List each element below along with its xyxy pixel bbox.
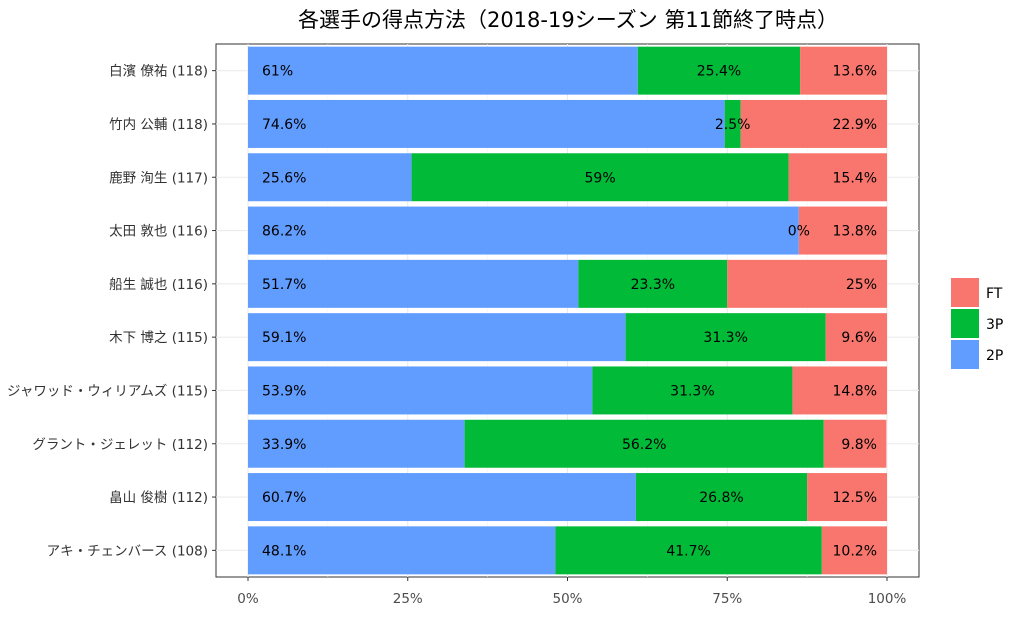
x-tick-label: 50% [552, 591, 582, 607]
y-tick-label: アキ・チェンバース (108) [47, 543, 208, 559]
chart-title: 各選手の得点方法（2018-19シーズン 第11節終了時点） [298, 8, 838, 32]
bar-3p [637, 46, 801, 95]
bar-2p [248, 46, 638, 95]
data-label-ft: 12.5% [833, 490, 877, 506]
data-label-2p: 86.2% [262, 224, 306, 240]
data-label-2p: 74.6% [262, 117, 306, 133]
legend-label-2p: 2P [986, 348, 1003, 364]
y-tick-label: 畠山 俊樹 (112) [109, 489, 208, 506]
bar-2p [248, 473, 636, 522]
y-tick-label: 白濱 僚祐 (118) [109, 64, 208, 80]
data-label-ft: 9.6% [841, 330, 877, 346]
bar-ft [825, 313, 887, 362]
legend-key-3p [951, 309, 979, 338]
x-tick-label: 0% [237, 591, 259, 607]
data-label-ft: 22.9% [833, 117, 877, 133]
bar-2p [248, 526, 556, 575]
data-label-3p: 23.3% [631, 277, 675, 293]
bar-2p [248, 259, 579, 308]
legend-label-ft: FT [986, 286, 1003, 302]
data-label-ft: 13.8% [833, 224, 877, 240]
y-tick-label: 鹿野 洵生 (117) [109, 169, 208, 186]
y-tick-label: 船生 誠也 (116) [109, 277, 208, 293]
y-tick-label: 太田 敦也 (116) [109, 224, 208, 240]
data-label-2p: 51.7% [262, 277, 306, 293]
bar-ft [798, 206, 887, 255]
bar-3p [592, 366, 793, 415]
data-label-ft: 9.8% [841, 437, 877, 453]
data-label-2p: 53.9% [262, 383, 306, 399]
y-tick-label: 木下 博之 (115) [109, 329, 208, 346]
data-label-ft: 15.4% [833, 170, 877, 186]
bar-ft [788, 153, 887, 202]
x-tick-label: 25% [393, 591, 423, 607]
data-label-ft: 13.6% [833, 64, 877, 80]
x-tick-label: 75% [712, 591, 742, 607]
bar-ft [792, 366, 887, 415]
bar-2p [248, 313, 626, 362]
data-label-3p: 0% [788, 224, 810, 240]
bar-3p [464, 419, 824, 468]
bar-3p [555, 526, 822, 575]
bar-ft [823, 419, 887, 468]
data-label-3p: 26.8% [699, 490, 743, 506]
data-label-ft: 14.8% [833, 383, 877, 399]
data-label-ft: 10.2% [833, 543, 877, 559]
legend-key-2p [951, 340, 979, 369]
bar-ft [807, 473, 887, 522]
data-label-2p: 48.1% [262, 543, 306, 559]
bar-2p [248, 153, 412, 202]
bar-3p [635, 473, 808, 522]
data-label-3p: 2.5% [715, 117, 751, 133]
data-label-2p: 59.1% [262, 330, 306, 346]
bar-2p [248, 99, 725, 148]
data-label-3p: 25.4% [697, 64, 741, 80]
bar-ft [727, 259, 887, 308]
bar-3p [625, 313, 826, 362]
data-label-3p: 31.3% [703, 330, 747, 346]
y-tick-label: ジャワッド・ウィリアムズ (115) [7, 383, 208, 399]
bar-3p [411, 153, 789, 202]
bar-ft [821, 526, 887, 575]
legend-label-3p: 3P [986, 317, 1003, 333]
y-tick-label: グラント・ジェレット (112) [32, 437, 208, 453]
bar-2p [248, 366, 593, 415]
bar-ft [800, 46, 887, 95]
data-label-3p: 56.2% [622, 437, 666, 453]
y-axis-labels: 白濱 僚祐 (118) 竹内 公輔 (118) 鹿野 洵生 (117) 太田 敦也 (… [7, 64, 216, 559]
data-label-3p: 31.3% [670, 383, 714, 399]
bar-2p [248, 206, 799, 255]
data-label-2p: 60.7% [262, 490, 306, 506]
data-labels: 61% 25.4% 13.6% 74.6% 2.5% 22.9% 25.6% 59% 15.4%… [262, 64, 877, 560]
data-label-ft: 25% [846, 277, 877, 293]
bar-3p [724, 99, 741, 148]
data-label-2p: 33.9% [262, 437, 306, 453]
legend-key-ft [951, 278, 979, 307]
data-label-3p: 59% [585, 170, 616, 186]
bar-2p [248, 419, 465, 468]
legend: FT 3P 2P [951, 278, 1003, 369]
x-tick-label: 100% [868, 591, 907, 607]
bar-3p [578, 259, 728, 308]
bar-ft [740, 99, 887, 148]
y-tick-label: 竹内 公輔 (118) [109, 117, 208, 133]
x-axis-labels: 0% 25% 50% 75% 100% [237, 577, 906, 607]
data-label-2p: 61% [262, 64, 293, 80]
bars [248, 46, 887, 575]
data-label-2p: 25.6% [262, 170, 306, 186]
data-label-3p: 41.7% [666, 543, 710, 559]
